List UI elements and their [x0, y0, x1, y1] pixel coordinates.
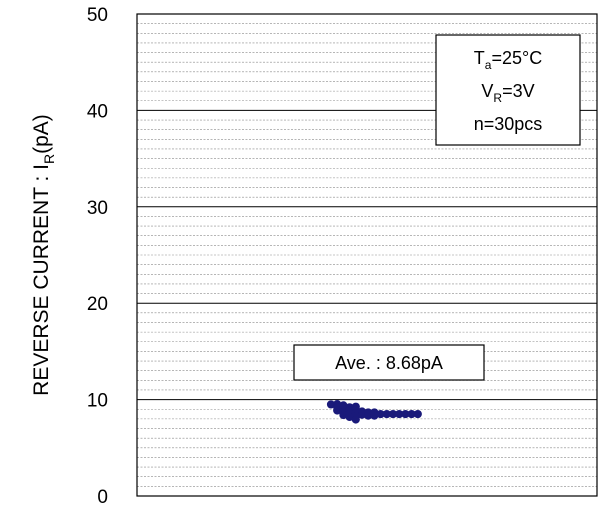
data-point [382, 409, 391, 419]
condition-voltage-rest: =3V [502, 81, 535, 101]
data-points [326, 400, 422, 424]
data-point [351, 415, 360, 424]
data-point [388, 409, 398, 419]
condition-temperature: Ta=25°C [474, 48, 542, 72]
data-point [364, 411, 373, 420]
data-point [395, 409, 404, 419]
y-tick-label: 20 [87, 294, 108, 315]
y-axis-label-main: REVERSE CURRENT : I [30, 164, 53, 396]
condition-temperature-sub: a [485, 58, 492, 72]
data-point [357, 410, 367, 419]
condition-temperature-rest: =25°C [491, 48, 542, 68]
data-point [407, 409, 416, 419]
plot-frame [136, 13, 598, 497]
y-axis-label-sub: R [41, 154, 57, 164]
condition-voltage-main: V [481, 81, 493, 101]
average-label: Ave. : 8.68pA [335, 353, 443, 373]
data-point [376, 409, 385, 419]
data-point [339, 410, 348, 420]
data-point [326, 400, 336, 409]
y-tick-label: 30 [87, 198, 108, 219]
conditions-box: Ta=25°C VR=3V n=30pcs [435, 34, 581, 146]
y-axis-label: REVERSE CURRENT : IR(pA) [30, 114, 57, 396]
condition-temperature-main: T [474, 48, 485, 68]
y-tick-label: 40 [87, 101, 108, 122]
data-point [345, 412, 354, 422]
condition-sample-count: n=30pcs [474, 114, 543, 134]
y-tick-label: 10 [87, 391, 108, 412]
conditions-box-frame [435, 34, 581, 146]
y-tick-label: 0 [97, 487, 108, 508]
y-tick-label: 50 [87, 5, 108, 26]
data-point [370, 411, 379, 420]
average-box: Ave. : 8.68pA [293, 344, 485, 381]
condition-voltage-sub: R [493, 91, 502, 105]
data-point [413, 409, 422, 419]
y-tick-labels: 0 10 20 30 40 50 [87, 5, 108, 508]
data-point [401, 409, 410, 419]
average-box-frame [293, 344, 485, 381]
condition-voltage: VR=3V [481, 81, 534, 105]
y-axis-label-unit: (pA) [30, 114, 53, 154]
data-point [333, 406, 342, 415]
